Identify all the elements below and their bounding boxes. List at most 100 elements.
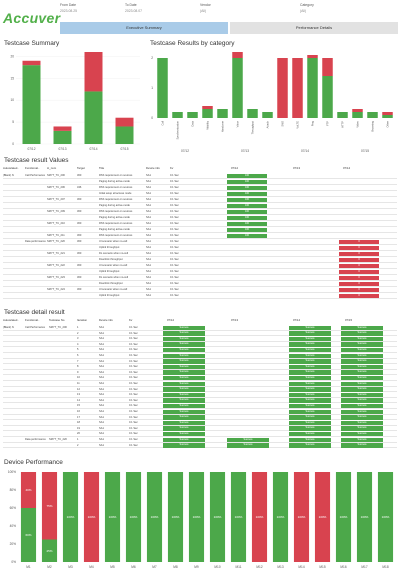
table-cell: SMYT_TC_220: [47, 240, 65, 243]
table-cell: 0.1 Sec: [129, 370, 138, 374]
column-header[interactable]: Autorelated..: [3, 318, 19, 322]
result-pass-cell: Success: [163, 325, 205, 331]
column-header[interactable]: Functional..: [25, 318, 40, 322]
table-row: 5 SA1 0.1 Sec Success Success Success: [3, 347, 397, 353]
table-cell: SA1: [146, 222, 151, 225]
column-header[interactable]: Autorelated..: [3, 166, 19, 170]
bar-pass: [307, 58, 318, 118]
column-header[interactable]: 07/12: [167, 318, 174, 322]
result-pass-cell: 100: [227, 203, 267, 209]
table-cell: 0.1 Sec: [170, 222, 179, 225]
result-pass-cell: Success: [341, 403, 383, 409]
table-row: Paging during active-mode SA1 0.1 Sec 100: [3, 179, 397, 185]
table-row: Uplink throughput SA1 0.1 Sec 0: [3, 269, 397, 275]
table-cell: 300: [77, 234, 82, 237]
table-cell: SA1: [146, 228, 151, 231]
result-pass-cell: Success: [341, 336, 383, 342]
table-cell: RSS requirement on sources: [99, 174, 133, 177]
bar-pass: [22, 65, 41, 144]
tab-executive-summary[interactable]: Executive Summary: [60, 22, 228, 34]
result-pass-cell: Success: [163, 381, 205, 387]
x-tick-label: M8: [173, 565, 178, 569]
table-cell: SA1: [99, 443, 104, 447]
x-tick-label: Handover: [221, 121, 225, 132]
column-header[interactable]: Title: [99, 166, 105, 170]
table-cell: 0.1 Sec: [170, 228, 179, 231]
column-header[interactable]: Kv: [129, 318, 133, 322]
filter-from-date[interactable]: From Date 2023.08.25: [60, 2, 77, 14]
bar-value-label: 75%: [46, 504, 52, 508]
result-pass-cell: Success: [163, 443, 205, 448]
table-cell: SA1: [99, 359, 104, 363]
filter-vendor[interactable]: Vendor (All): [200, 2, 211, 14]
table-cell: SA1: [146, 264, 151, 267]
table-cell: SMYT_TC_206: [47, 186, 65, 189]
table-cell: 16: [77, 410, 80, 413]
result-pass-cell: Success: [341, 364, 383, 370]
table-row: (Blank) N Call Performance SMYT_TC_200 300 R…: [3, 173, 397, 179]
column-header[interactable]: tc_num: [47, 166, 57, 170]
column-header[interactable]: Device info: [99, 318, 113, 322]
table-cell: SA1: [99, 365, 104, 369]
bar-pass: [247, 109, 258, 118]
column-header[interactable]: 07/13: [231, 318, 238, 322]
x-tick-label: 07/14: [90, 147, 98, 151]
table-cell: 0.1 Sec: [170, 216, 179, 219]
bar-pass: [187, 112, 198, 118]
table-cell: SA1: [99, 348, 104, 352]
x-tick-label: M5: [110, 565, 115, 569]
table-row: 3 SA1 0.1 Sec Success Success Success: [3, 336, 397, 342]
table-cell: SMYT_TC_221: [47, 252, 65, 255]
table-cell: 0.1 Sec: [170, 288, 179, 291]
bar-pass: [232, 58, 243, 118]
table-row: 6 SA1 0.1 Sec Success Success Success: [3, 353, 397, 359]
table-cell: SA1: [146, 240, 151, 243]
column-header[interactable]: 07/13: [293, 166, 300, 170]
filter-to-date[interactable]: To Date 2023.08.07: [125, 2, 142, 14]
table-cell: SA1: [99, 331, 104, 335]
table-cell: SMYT_TC_207: [47, 198, 65, 201]
result-pass-cell: 100: [227, 227, 267, 233]
table-cell: SA1: [99, 398, 104, 402]
table-cell: SA1: [146, 192, 151, 195]
bar-pass: [322, 76, 333, 118]
table-cell: 0.1 Sec: [129, 331, 138, 335]
summary-chart: 0 5 10 15 20 07/12 07/13 07/14 07/15: [10, 52, 140, 151]
bar-pass: [337, 112, 348, 118]
table-cell: RSS requirement on sources: [99, 234, 133, 237]
table-cell: 1: [77, 438, 79, 441]
x-tick-label: M15: [319, 565, 325, 569]
column-header[interactable]: Device info: [146, 166, 160, 170]
result-pass-cell: Success: [341, 347, 383, 353]
table-cell: SA1: [146, 270, 151, 273]
table-cell: RSS requirement on sources: [99, 186, 133, 189]
column-header[interactable]: 07/14: [293, 318, 300, 322]
tab-performance-details[interactable]: Performance Details: [230, 22, 398, 34]
table-cell: 0.1 Sec: [129, 348, 138, 352]
table-cell: 300: [77, 198, 82, 201]
table-row: Initial setup all access mode SA1 0.1 Sec 1…: [3, 191, 397, 197]
bar-pass: [209, 472, 226, 562]
column-header[interactable]: Testcase No: [49, 318, 65, 322]
table-cell: SA1: [99, 387, 104, 391]
table-cell: 19: [77, 426, 80, 430]
bar-fail: [382, 112, 393, 115]
column-header[interactable]: Iteration: [77, 318, 88, 322]
column-header[interactable]: Kv: [170, 166, 174, 170]
column-header[interactable]: Functional..: [25, 166, 40, 170]
x-tick-label: M7: [152, 565, 157, 569]
bar-pass: [84, 91, 103, 144]
column-header[interactable]: 07/14: [343, 166, 350, 170]
column-header[interactable]: 07/12: [231, 166, 238, 170]
y-tick-label: 1: [151, 86, 153, 90]
column-header[interactable]: Target: [77, 166, 85, 170]
table-cell: Paging during active-mode: [99, 216, 130, 219]
result-pass-cell: Success: [163, 331, 205, 336]
table-cell: SA1: [146, 204, 151, 207]
table-cell: 9: [77, 370, 79, 374]
result-pass-cell: Success: [163, 409, 205, 415]
column-header[interactable]: 07/15: [345, 318, 352, 322]
group-label: 07/13: [241, 149, 249, 153]
result-pass-cell: Success: [341, 398, 383, 403]
filter-category[interactable]: Category (All): [300, 2, 314, 14]
